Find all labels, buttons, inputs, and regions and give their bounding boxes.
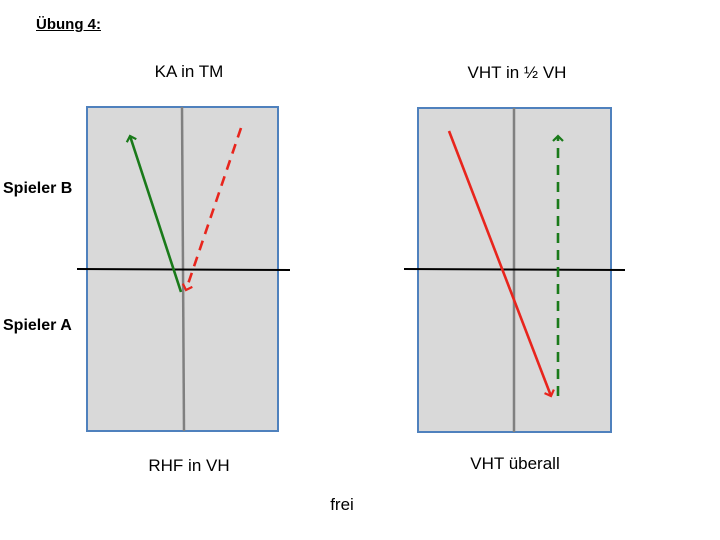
red-dashed-arrow-left: [181, 127, 243, 292]
player-a-label: Spieler A: [3, 317, 72, 334]
left-court-top-caption: KA in TM: [154, 62, 224, 81]
right-court-bottom-caption: VHT überall: [470, 454, 560, 473]
player-b-label: Spieler B: [3, 180, 73, 197]
right-court-top-caption: VHT in ½ VH: [467, 63, 567, 82]
green-arrow-left: [125, 134, 183, 293]
right-court-net: [403, 268, 626, 271]
exercise-title: Übung 4:: [36, 16, 101, 33]
left-court-bottom-caption: RHF in VH: [148, 456, 230, 475]
left-court-net: [76, 268, 291, 271]
red-arrow-right: [447, 130, 555, 398]
free-play-caption: frei: [330, 495, 354, 514]
